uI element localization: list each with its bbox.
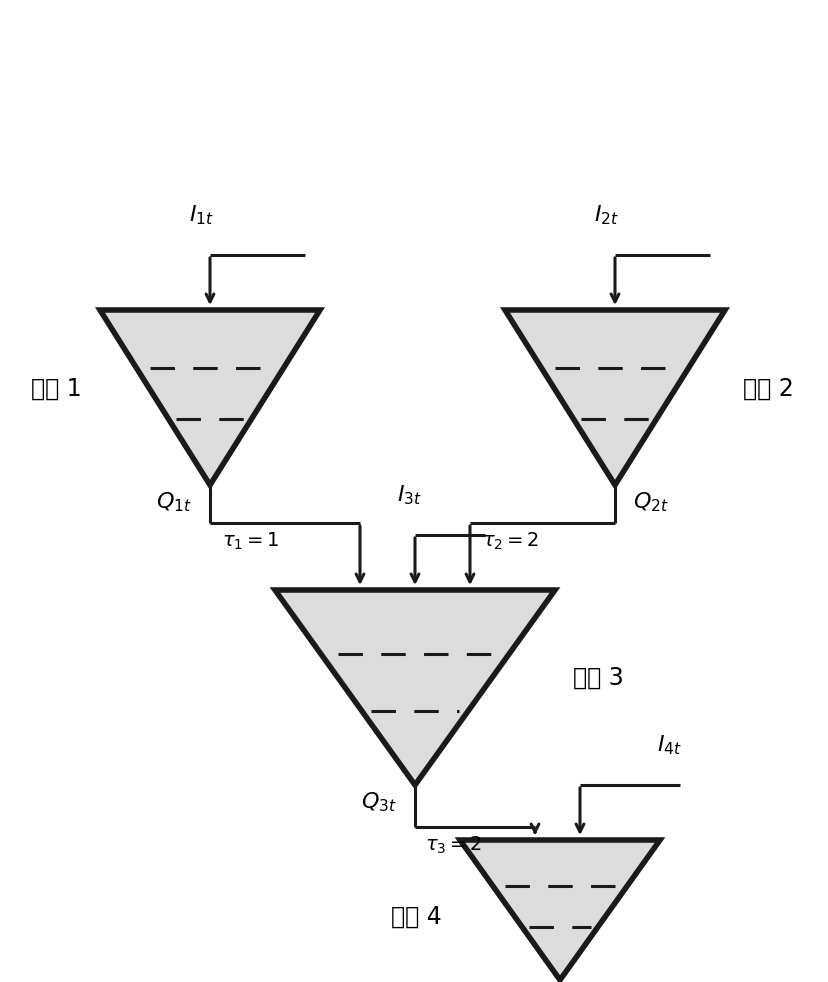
Text: $Q_{1t}$: $Q_{1t}$	[156, 490, 192, 514]
Text: $Q_{2t}$: $Q_{2t}$	[633, 490, 668, 514]
Text: 水库 4: 水库 4	[391, 905, 441, 929]
Polygon shape	[275, 590, 554, 785]
Text: $I_{4t}$: $I_{4t}$	[657, 734, 681, 757]
Polygon shape	[460, 840, 659, 980]
Polygon shape	[100, 310, 320, 485]
Text: $\tau_2 = 2$: $\tau_2 = 2$	[481, 531, 539, 552]
Text: 水库 1: 水库 1	[31, 377, 82, 401]
Text: $\tau_1 = 1$: $\tau_1 = 1$	[222, 531, 279, 552]
Text: $I_{2t}$: $I_{2t}$	[594, 203, 619, 227]
Text: $\tau_3 = 2$: $\tau_3 = 2$	[425, 835, 482, 856]
Polygon shape	[504, 310, 724, 485]
Text: $Q_{3t}$: $Q_{3t}$	[360, 790, 397, 814]
Text: 水库 3: 水库 3	[572, 666, 623, 689]
Text: 水库 2: 水库 2	[742, 377, 792, 401]
Text: $I_{1t}$: $I_{1t}$	[190, 203, 214, 227]
Text: $I_{3t}$: $I_{3t}$	[397, 483, 422, 507]
